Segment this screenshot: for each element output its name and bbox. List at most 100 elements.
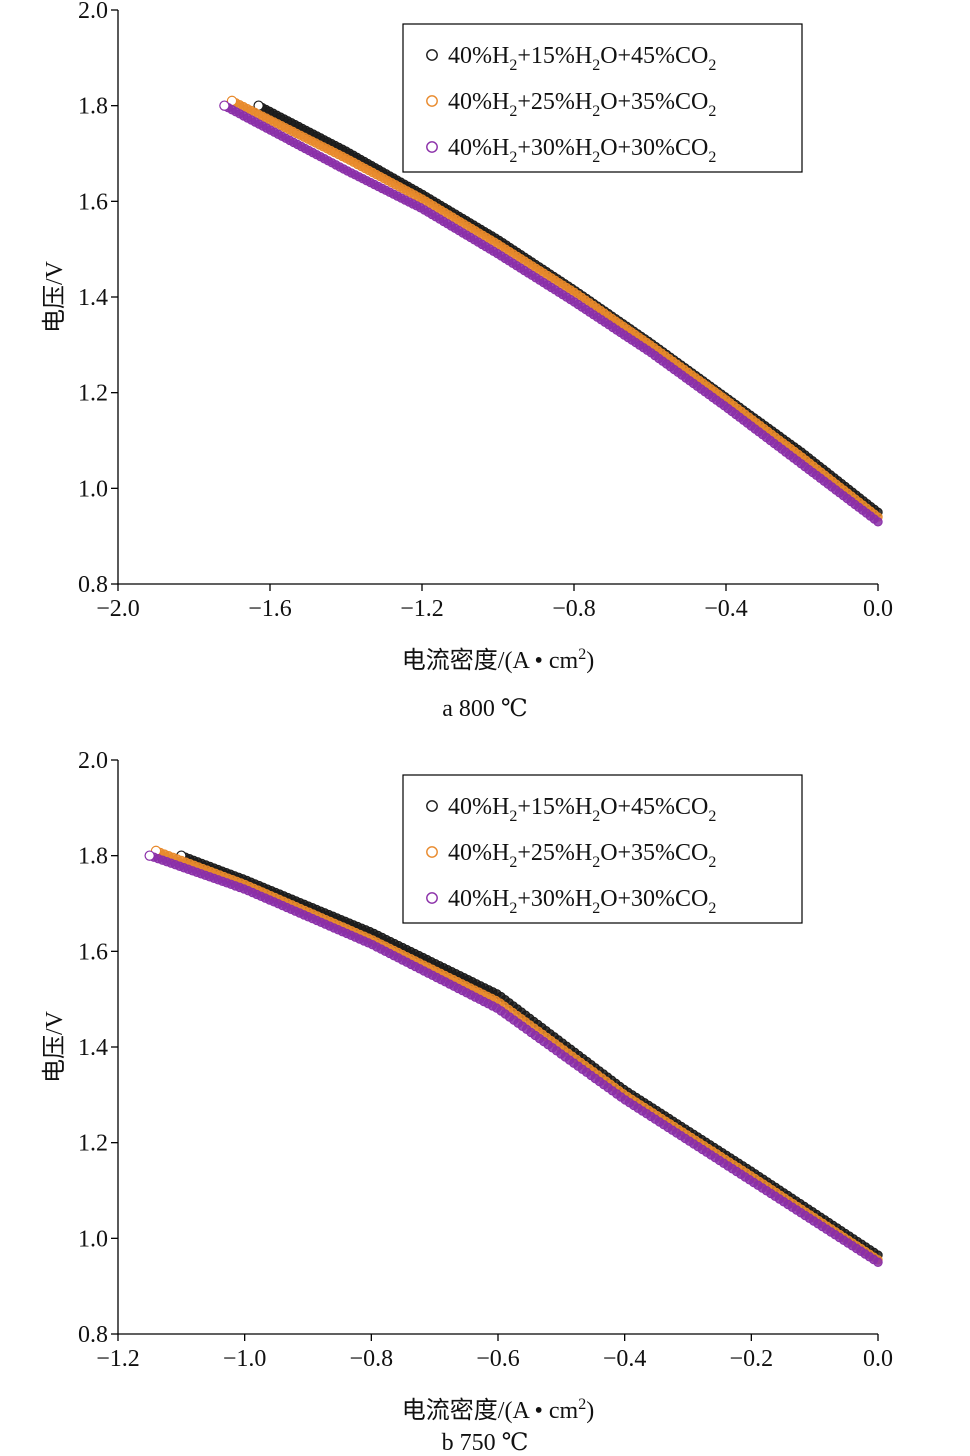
legend-subscript: 2 — [509, 57, 517, 74]
x-tick-label: 0.0 — [863, 596, 893, 622]
y-tick-label: 1.4 — [78, 285, 108, 311]
x-tick-label: −1.2 — [96, 1346, 140, 1372]
series-start-marker — [144, 850, 155, 861]
legend-subscript: 2 — [509, 808, 517, 825]
legend: 40%H2+15%H2O+45%CO240%H2+25%H2O+35%CO240… — [402, 23, 803, 173]
y-tick-label: 1.0 — [78, 1226, 108, 1252]
legend-subscript: 2 — [509, 900, 517, 917]
legend-marker — [426, 892, 438, 904]
x-tick-label: 0.0 — [863, 1346, 893, 1372]
legend-subscript: 2 — [509, 854, 517, 871]
legend-subscript: 2 — [509, 103, 517, 120]
chart-caption: b 750 ℃ — [442, 1430, 529, 1456]
x-axis-label: 电流密度/(A • cm2) — [402, 1396, 594, 1424]
legend-text-part: O+35%CO — [600, 840, 708, 866]
y-tick-label: 2.0 — [78, 750, 108, 774]
y-tick-label: 1.4 — [78, 1035, 108, 1061]
x-axis-label-text: 电流密度/(A • cm — [402, 647, 579, 674]
x-tick-label: −0.2 — [730, 1346, 774, 1372]
x-tick-label: −0.8 — [552, 596, 596, 622]
y-tick-label: 1.2 — [78, 1131, 108, 1157]
legend-text-part: 40%H — [448, 43, 509, 69]
legend: 40%H2+15%H2O+45%CO240%H2+25%H2O+35%CO240… — [402, 774, 803, 924]
legend-entry-label: 40%H2+30%H2O+30%CO2 — [448, 135, 716, 166]
y-tick-label: 1.2 — [78, 381, 108, 407]
legend-subscript: 2 — [708, 57, 716, 74]
legend-subscript: 2 — [708, 149, 716, 166]
legend-text-part: +30%H — [517, 135, 592, 161]
legend-box — [402, 23, 803, 173]
legend-subscript: 2 — [592, 900, 600, 917]
y-tick-label: 1.8 — [78, 844, 108, 870]
legend-subscript: 2 — [592, 149, 600, 166]
x-tick-label: −1.0 — [223, 1346, 267, 1372]
legend-subscript: 2 — [708, 103, 716, 120]
y-tick-label: 1.6 — [78, 189, 108, 215]
x-tick-label: −0.4 — [704, 596, 748, 622]
legend-text-part: O+30%CO — [600, 886, 708, 912]
legend-text-part: +15%H — [517, 794, 592, 820]
legend-text-part: +25%H — [517, 89, 592, 115]
legend-text-part: O+30%CO — [600, 135, 708, 161]
legend-text-part: 40%H — [448, 135, 509, 161]
x-tick-label: −0.8 — [350, 1346, 394, 1372]
legend-marker — [426, 846, 438, 858]
data-point — [873, 1257, 883, 1267]
legend-text-part: +15%H — [517, 43, 592, 69]
legend-marker — [426, 95, 438, 107]
y-axis-label: 电压/V — [41, 260, 68, 333]
x-tick-label: −0.6 — [476, 1346, 520, 1372]
chart-800c: 0.8 1.0 1.2 1.4 1.6 1.8 2.0 −2.0 −1.6 −1.2 −0.8 −0.… — [41, 0, 893, 722]
legend-subscript: 2 — [509, 149, 517, 166]
y-tick-label: 1.6 — [78, 939, 108, 965]
legend-entry-label: 40%H2+30%H2O+30%CO2 — [448, 886, 716, 917]
legend-marker — [426, 141, 438, 153]
legend-text-part: 40%H — [448, 89, 509, 115]
legend-subscript: 2 — [708, 900, 716, 917]
data-point — [873, 517, 883, 527]
x-tick-label: −1.6 — [248, 596, 292, 622]
legend-subscript: 2 — [708, 854, 716, 871]
y-tick-label: 1.8 — [78, 94, 108, 120]
series-3 — [144, 850, 883, 1267]
x-tick-label: −1.2 — [400, 596, 444, 622]
y-axis-label: 电压/V — [41, 1010, 68, 1083]
legend-subscript: 2 — [592, 103, 600, 120]
x-axis-label-text: 电流密度/(A • cm — [402, 1397, 579, 1424]
legend-text-part: 40%H — [448, 794, 509, 820]
legend-subscript: 2 — [592, 808, 600, 825]
legend-entry-label: 40%H2+15%H2O+45%CO2 — [448, 794, 716, 825]
x-tick-label: −2.0 — [96, 596, 140, 622]
chart-750c: 0.8 1.0 1.2 1.4 1.6 1.8 2.0 −1.2 −1.0 −0.8 −0.6 −0.… — [41, 750, 893, 1456]
series-start-marker — [219, 100, 230, 111]
data-series-group — [219, 95, 883, 527]
x-axis-label-end: ) — [586, 648, 594, 674]
legend-subscript: 2 — [708, 808, 716, 825]
y-tick-label: 0.8 — [78, 572, 108, 598]
legend-entry-label: 40%H2+25%H2O+35%CO2 — [448, 840, 716, 871]
legend-text-part: 40%H — [448, 840, 509, 866]
x-axis-label-superscript: 2 — [578, 1396, 586, 1413]
legend-entry-label: 40%H2+15%H2O+45%CO2 — [448, 43, 716, 74]
chart-caption: a 800 ℃ — [442, 696, 528, 722]
x-axis-label: 电流密度/(A • cm2) — [402, 646, 594, 674]
legend-text-part: O+45%CO — [600, 794, 708, 820]
x-axis-label-superscript: 2 — [578, 646, 586, 663]
data-series-group — [144, 845, 883, 1267]
legend-text-part: O+45%CO — [600, 43, 708, 69]
y-tick-label: 1.0 — [78, 476, 108, 502]
x-tick-label: −0.4 — [603, 1346, 647, 1372]
legend-text-part: 40%H — [448, 886, 509, 912]
legend-text-part: +25%H — [517, 840, 592, 866]
legend-text-part: O+35%CO — [600, 89, 708, 115]
legend-entry-label: 40%H2+25%H2O+35%CO2 — [448, 89, 716, 120]
legend-marker — [426, 49, 438, 61]
legend-subscript: 2 — [592, 854, 600, 871]
legend-subscript: 2 — [592, 57, 600, 74]
y-tick-label: 2.0 — [78, 0, 108, 24]
legend-box — [402, 774, 803, 924]
legend-text-part: +30%H — [517, 886, 592, 912]
series-3 — [219, 100, 883, 527]
x-axis-label-end: ) — [586, 1398, 594, 1424]
